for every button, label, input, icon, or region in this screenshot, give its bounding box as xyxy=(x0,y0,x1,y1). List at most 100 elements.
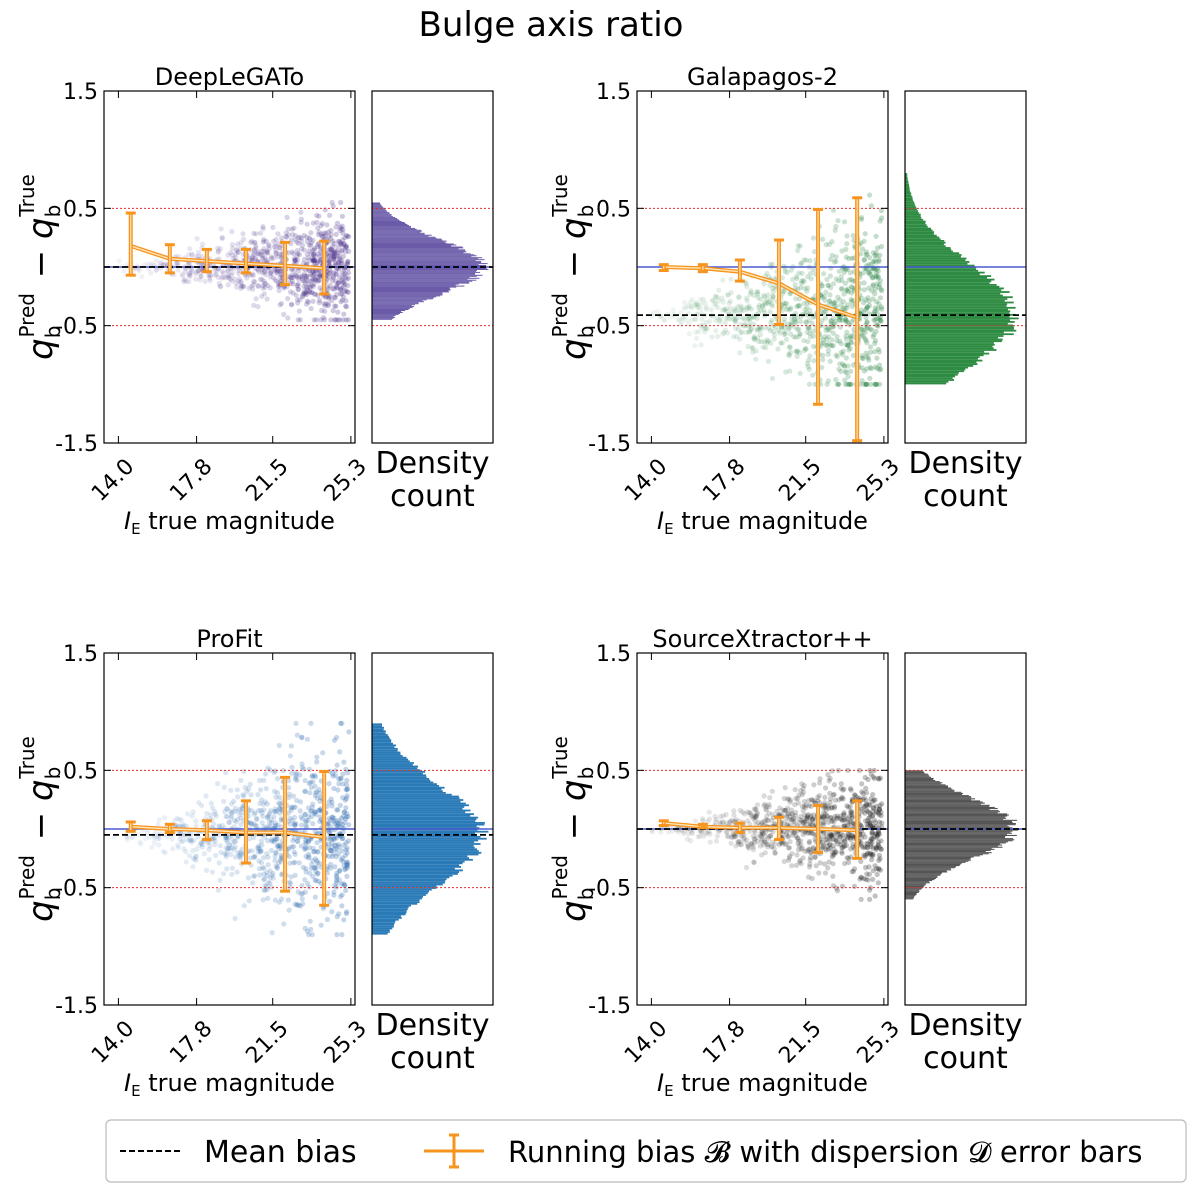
scatter-point xyxy=(261,291,267,297)
scatter-point xyxy=(834,885,840,891)
scatter-point xyxy=(873,844,879,851)
scatter-point xyxy=(310,268,316,274)
scatter-point xyxy=(698,342,704,348)
scatter-point xyxy=(723,306,729,312)
scatter-point xyxy=(332,303,338,309)
scatter-point xyxy=(758,296,764,302)
scatter-point xyxy=(324,222,330,228)
scatter-point xyxy=(808,821,814,827)
scatter-point xyxy=(308,230,314,236)
histogram-bar xyxy=(372,823,485,826)
scatter-point xyxy=(858,874,864,880)
scatter-point xyxy=(339,248,345,254)
scatter-point xyxy=(867,344,874,350)
scatter-point xyxy=(293,720,299,727)
histogram-bar xyxy=(372,848,478,851)
scatter-point xyxy=(326,829,332,835)
scatter-point xyxy=(335,787,341,793)
scatter-point xyxy=(336,911,342,917)
scatter-point xyxy=(838,302,844,308)
scatter-point xyxy=(271,838,277,844)
scatter-point xyxy=(759,819,765,825)
scatter-point xyxy=(735,326,742,332)
scatter-point xyxy=(274,268,280,274)
scatter-point xyxy=(343,249,349,255)
scatter-point xyxy=(236,270,242,277)
scatter-point xyxy=(733,308,739,314)
scatter-point xyxy=(809,830,816,837)
histogram-bar xyxy=(905,770,923,772)
histogram-bar xyxy=(372,822,485,824)
histogram-bar xyxy=(905,268,977,270)
scatter-point xyxy=(877,856,883,862)
scatter-point xyxy=(701,833,707,839)
scatter-point xyxy=(314,219,320,225)
scatter-point xyxy=(796,843,802,849)
scatter-point xyxy=(842,381,849,387)
scatter-point xyxy=(850,820,857,826)
scatter-point xyxy=(223,834,229,840)
scatter-point xyxy=(841,299,847,305)
scatter-point xyxy=(693,300,699,306)
scatter-point xyxy=(303,289,310,295)
scatter-point xyxy=(764,813,770,819)
scatter-point xyxy=(758,833,765,840)
scatter-point xyxy=(294,297,300,303)
scatter-point xyxy=(311,258,318,264)
scatter-point xyxy=(786,811,792,817)
scatter-point xyxy=(845,823,851,829)
histogram-bar xyxy=(905,356,980,358)
scatter-point xyxy=(738,307,744,313)
histogram-bar xyxy=(372,797,460,800)
histogram-bar xyxy=(905,262,968,265)
scatter-point xyxy=(326,257,332,263)
scatter-point xyxy=(238,821,244,828)
x-axis-label: IE true magnitude xyxy=(657,507,868,538)
scatter-point xyxy=(160,848,166,855)
scatter-point xyxy=(337,720,344,727)
scatter-point xyxy=(197,277,203,283)
scatter-point xyxy=(713,817,719,823)
scatter-point xyxy=(285,315,291,321)
scatter-point xyxy=(878,813,884,819)
scatter-point xyxy=(817,776,823,782)
scatter-point xyxy=(727,316,733,322)
scatter-point xyxy=(341,863,347,869)
scatter-point xyxy=(828,832,834,838)
scatter-point xyxy=(800,845,806,852)
scatter-point xyxy=(316,251,322,257)
scatter-point xyxy=(314,840,320,846)
scatter-point xyxy=(797,303,803,309)
scatter-point xyxy=(226,275,232,281)
panel-title: DeepLeGATo xyxy=(155,63,304,91)
scatter-point xyxy=(310,220,316,226)
y-label-minus: − xyxy=(21,239,61,289)
histogram-bar xyxy=(905,289,1002,292)
scatter-point xyxy=(811,358,817,364)
scatter-point xyxy=(848,298,854,305)
scatter-point xyxy=(300,816,306,822)
scatter-point xyxy=(712,293,719,299)
histogram-bar xyxy=(372,270,476,272)
scatter-point xyxy=(202,278,208,284)
scatter-point xyxy=(344,909,350,915)
histogram-bar xyxy=(905,183,909,186)
y-axis-label: qbPred − qbTrue xyxy=(548,174,598,360)
scatter-point xyxy=(225,252,231,258)
scatter-point xyxy=(199,253,205,259)
y-tick-label: 0.5 xyxy=(596,759,631,784)
histogram-bar xyxy=(905,872,943,874)
scatter-point xyxy=(681,829,688,835)
scatter-point xyxy=(872,797,878,803)
error-bar xyxy=(813,804,824,854)
scatter-point xyxy=(701,326,707,332)
scatter-point xyxy=(864,320,870,326)
histogram-bar xyxy=(905,894,917,896)
scatter-point xyxy=(281,285,287,291)
scatter-point xyxy=(290,793,296,799)
scatter-point xyxy=(866,285,872,291)
scatter-point xyxy=(333,773,339,779)
scatter-point xyxy=(861,310,867,316)
scatter-point xyxy=(338,881,344,887)
scatter-point xyxy=(277,245,283,251)
